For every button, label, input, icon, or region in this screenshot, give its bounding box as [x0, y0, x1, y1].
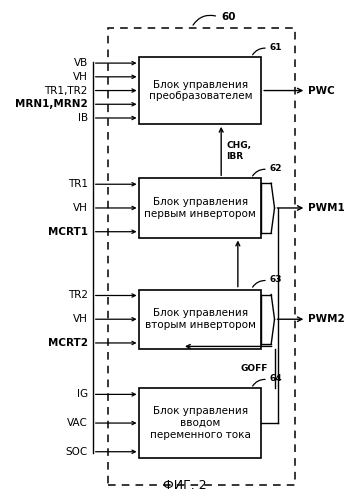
Text: Блок управления
вводом
переменного тока: Блок управления вводом переменного тока — [150, 406, 251, 440]
Text: Блок управления
преобразователем: Блок управления преобразователем — [149, 80, 252, 102]
Text: Блок управления
первым инвертором: Блок управления первым инвертором — [144, 197, 256, 219]
Text: IG: IG — [77, 390, 88, 400]
Text: 61: 61 — [269, 43, 282, 52]
Text: ФИГ. 2: ФИГ. 2 — [163, 480, 206, 492]
Bar — [108, 28, 295, 485]
Text: MCRT1: MCRT1 — [48, 226, 88, 236]
Text: VH: VH — [73, 72, 88, 82]
Text: MCRT2: MCRT2 — [48, 338, 88, 348]
Text: GOFF: GOFF — [240, 364, 268, 373]
Text: IB: IB — [78, 113, 88, 123]
Text: PWM2: PWM2 — [308, 314, 345, 324]
Text: SOC: SOC — [66, 446, 88, 456]
Text: VH: VH — [73, 314, 88, 324]
Bar — [140, 57, 261, 124]
Text: TR1: TR1 — [68, 179, 88, 189]
Text: TR1,TR2: TR1,TR2 — [44, 86, 88, 96]
Text: VAC: VAC — [67, 418, 88, 428]
Bar — [140, 178, 261, 238]
Text: VB: VB — [73, 58, 88, 68]
Text: CHG,
IBR: CHG, IBR — [226, 142, 251, 161]
Text: VH: VH — [73, 203, 88, 213]
Text: 64: 64 — [269, 374, 282, 383]
Text: PWC: PWC — [308, 86, 335, 96]
Text: MRN1,MRN2: MRN1,MRN2 — [15, 100, 88, 110]
Bar — [140, 388, 261, 458]
Text: 63: 63 — [269, 275, 282, 284]
Text: Блок управления
вторым инвертором: Блок управления вторым инвертором — [145, 308, 256, 330]
Text: TR2: TR2 — [68, 290, 88, 300]
Text: 62: 62 — [269, 164, 282, 173]
Text: PWM1: PWM1 — [308, 203, 345, 213]
Bar — [140, 290, 261, 349]
Text: 60: 60 — [222, 12, 236, 22]
